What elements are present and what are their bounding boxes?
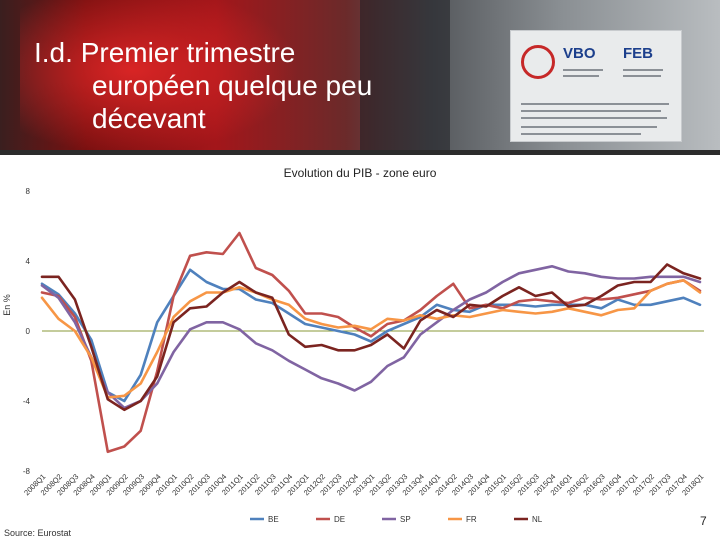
y-tick-label: -4 — [23, 397, 31, 406]
series-line-be — [40, 268, 702, 403]
y-tick-label: 8 — [26, 187, 31, 196]
y-tick-label: 0 — [26, 327, 31, 336]
sign-vbo-text: VBO — [563, 45, 596, 62]
y-axis-ticks: 8 4 0 -4 -8 — [23, 187, 31, 476]
banner-shadow — [360, 0, 450, 155]
y-tick-label: 4 — [26, 257, 31, 266]
source-note: Source: Eurostat — [4, 528, 72, 538]
slide-title-line-2: européen quelque peu — [92, 70, 373, 101]
header-banner: VBO FEB I.d. Premier trimestre européen … — [0, 0, 720, 155]
slide-title-line-1: I.d. Premier trimestre — [34, 37, 296, 68]
banner-red-glow — [20, 0, 300, 155]
vbo-feb-logo-icon — [521, 45, 555, 79]
legend-label-fr: FR — [466, 515, 477, 524]
legend-label-nl: NL — [532, 515, 543, 524]
chart-title: Evolution du PIB - zone euro — [284, 166, 437, 180]
series-line-nl — [40, 263, 702, 412]
chart-legend: BE DE SP FR NL — [250, 515, 543, 524]
y-axis-label: En % — [2, 294, 12, 316]
series-line-sp — [40, 265, 702, 410]
page-number: 7 — [700, 514, 707, 528]
series-lines — [40, 231, 702, 454]
y-tick-label: -8 — [23, 467, 31, 476]
vbo-feb-sign: VBO FEB — [510, 30, 682, 142]
sign-feb-text: FEB — [623, 45, 653, 62]
gdp-line-chart: Evolution du PIB - zone euro En % 8 4 0 -4 -… — [2, 166, 705, 524]
legend-label-de: DE — [334, 515, 345, 524]
slide-title-line-3: décevant — [92, 103, 206, 134]
legend-label-be: BE — [268, 515, 279, 524]
x-axis-ticks: 2008Q12008Q22008Q32008Q42009Q12009Q22009… — [22, 472, 705, 497]
slide-title: I.d. Premier trimestre européen quelque … — [34, 36, 372, 135]
series-line-fr — [40, 279, 702, 399]
legend-label-sp: SP — [400, 515, 411, 524]
banner-bottom-strip — [0, 150, 720, 155]
